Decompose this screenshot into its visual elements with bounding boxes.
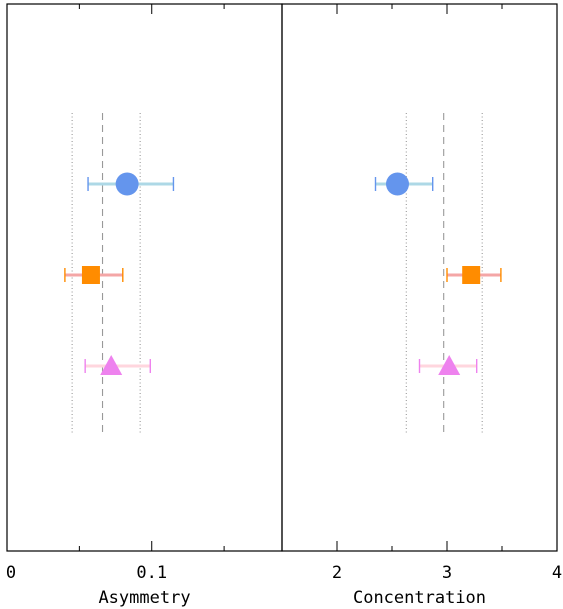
x-axis-label: Asymmetry	[98, 588, 190, 608]
x-tick-label: 0.1	[136, 563, 167, 583]
data-point-square	[462, 266, 481, 284]
panels: 0 0.1 Asymmetry 2 3 4 Concentration	[6, 3, 562, 608]
data-point-circle	[386, 172, 409, 196]
panel-frame	[281, 3, 558, 552]
x-axis-label: Concentration	[353, 588, 486, 608]
data-point-circle	[115, 172, 139, 196]
x-tick-label: 3	[442, 563, 452, 583]
panel-2: 2 3 4 Concentration	[281, 3, 562, 608]
data-point-triangle	[100, 355, 123, 375]
data-point-triangle	[438, 355, 461, 375]
panel-1: 0 0.1 Asymmetry	[6, 3, 283, 608]
x-tick-label: 4	[552, 563, 562, 583]
x-tick-label: 2	[332, 563, 342, 583]
x-tick-label: 0	[6, 563, 16, 583]
data-point-square	[81, 266, 100, 284]
panel-frame	[6, 3, 283, 552]
